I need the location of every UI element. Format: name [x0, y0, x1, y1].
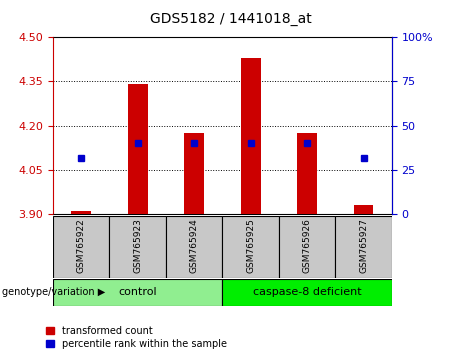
- Bar: [110, 216, 166, 278]
- Bar: [222, 216, 279, 278]
- Bar: [53, 216, 110, 278]
- Bar: [128, 84, 148, 214]
- Text: GSM765926: GSM765926: [302, 218, 312, 273]
- Text: genotype/variation ▶: genotype/variation ▶: [2, 287, 106, 297]
- Bar: [279, 216, 336, 278]
- Bar: [53, 279, 222, 306]
- Bar: [184, 133, 204, 214]
- Bar: [222, 279, 392, 306]
- Text: GSM765927: GSM765927: [359, 218, 368, 273]
- Legend: transformed count, percentile rank within the sample: transformed count, percentile rank withi…: [47, 326, 227, 349]
- Bar: [166, 216, 222, 278]
- Bar: [354, 205, 373, 214]
- Bar: [297, 133, 317, 214]
- Text: GSM765923: GSM765923: [133, 218, 142, 273]
- Text: caspase-8 deficient: caspase-8 deficient: [253, 287, 361, 297]
- Bar: [336, 216, 392, 278]
- Text: GSM765925: GSM765925: [246, 218, 255, 273]
- Text: GSM765922: GSM765922: [77, 218, 86, 273]
- Bar: [241, 58, 260, 214]
- Text: control: control: [118, 287, 157, 297]
- Text: GDS5182 / 1441018_at: GDS5182 / 1441018_at: [150, 12, 311, 27]
- Bar: [71, 211, 91, 214]
- Text: GSM765924: GSM765924: [189, 218, 199, 273]
